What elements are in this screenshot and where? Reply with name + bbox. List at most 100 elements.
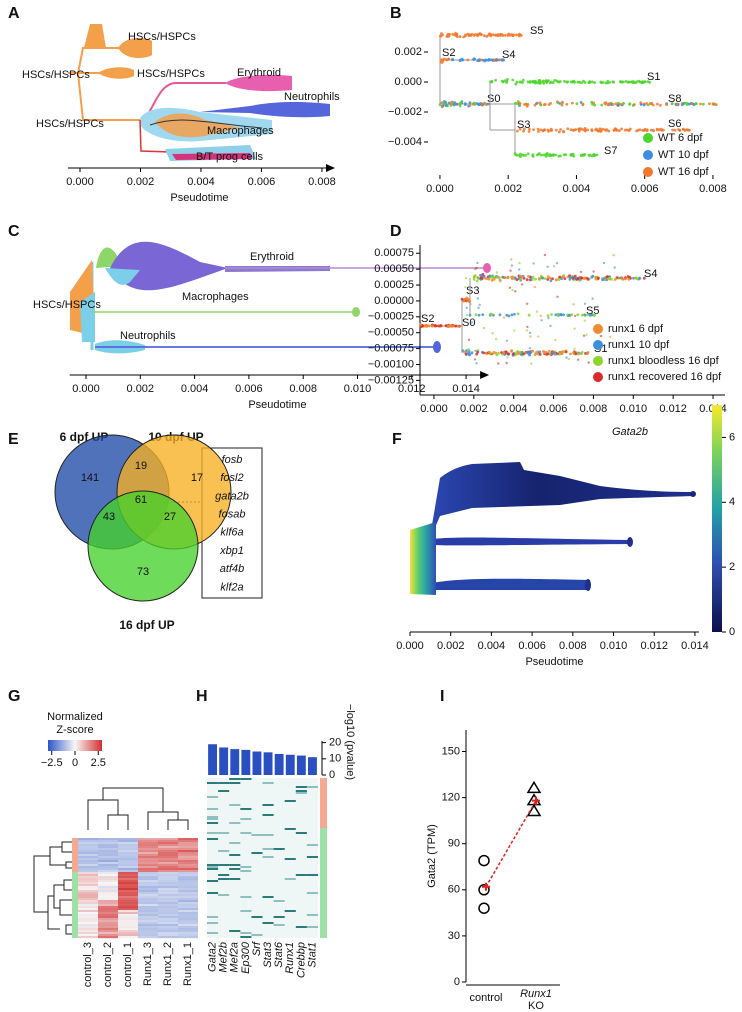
cell-dot [514, 352, 518, 356]
branch-label: S8 [668, 93, 681, 105]
cell-dot [456, 325, 460, 328]
cell-dot [449, 102, 453, 106]
cell-dot [561, 350, 564, 353]
cell-dot [545, 81, 549, 84]
x-tick-label: 0.000 [426, 183, 454, 195]
heatmap-cell [178, 890, 198, 893]
cell-dot [430, 324, 434, 328]
x-tick-label: 0.006 [248, 176, 276, 188]
heatmap-cell [118, 856, 138, 859]
cell-dot [623, 128, 627, 132]
cell-dot [586, 351, 590, 354]
cell-dot [555, 262, 559, 265]
cell-dot [506, 78, 509, 81]
heatmap-cell [207, 796, 219, 798]
gene-label: xbp1 [219, 545, 244, 557]
heatmap-cell [138, 880, 158, 883]
heatmap-cell [178, 868, 198, 871]
cell-dot [491, 275, 495, 279]
x-tick-label: 0.008 [699, 183, 727, 195]
cell-dot [563, 277, 567, 280]
heatmap-cell [78, 876, 98, 879]
heatmap-cell [262, 922, 274, 924]
cell-dot [607, 102, 611, 106]
cell-dot [549, 352, 552, 356]
heatmap-cell [98, 912, 118, 915]
x-tick-label: 0.004 [478, 640, 506, 652]
heatmap-cell [98, 890, 118, 893]
y-tick-label: 150 [442, 745, 460, 757]
cell-dot [542, 350, 546, 354]
cell-dot [569, 352, 572, 356]
cell-dot [650, 102, 653, 105]
heatmap-cell [262, 896, 274, 898]
heatmap-cell [118, 884, 138, 887]
cell-dot [501, 80, 505, 84]
heatmap-cell [158, 868, 178, 871]
branch-label: S4 [644, 268, 657, 280]
heatmap-cell [178, 908, 198, 911]
heatmap-cell [118, 930, 138, 933]
x-axis-label: Pseudotime [170, 192, 228, 204]
cell-dot [557, 278, 561, 281]
cell-dot [593, 153, 597, 157]
cell-dot [464, 276, 468, 280]
heatmap-cell [229, 864, 241, 866]
cell-dot [554, 313, 558, 317]
cell-dot [560, 277, 563, 281]
cell-dot [434, 324, 438, 328]
cell-dot [517, 101, 521, 105]
y-tick-label: 120 [442, 792, 460, 804]
cell-dot [497, 362, 500, 365]
heatmap-cell [158, 854, 178, 857]
cell-dot [468, 299, 471, 302]
heatmap-cell [118, 902, 138, 905]
cell-dot [519, 152, 522, 156]
heatmap-cell [78, 874, 98, 877]
heatmap-cell [78, 904, 98, 907]
legend-label: runx1 10 dpf [608, 339, 670, 351]
cell-dot [511, 288, 514, 292]
heatmap-cell [178, 846, 198, 849]
heatmap-cell [273, 916, 285, 918]
annotation: Macrophages [207, 125, 274, 137]
cell-dot [549, 279, 553, 283]
heatmap-cell [158, 904, 178, 907]
legend-label: runx1 recovered 16 dpf [608, 371, 722, 383]
heatmap-cell [158, 896, 178, 899]
heatmap-cell [138, 846, 158, 849]
legend-marker [593, 340, 603, 350]
heatmap-cell [207, 866, 219, 868]
point [478, 854, 490, 867]
heatmap-cell [306, 914, 318, 916]
cell-dot [571, 277, 575, 280]
cell-dot [479, 276, 483, 280]
cell-dot [553, 79, 556, 82]
branch-label: S1 [647, 71, 660, 83]
cell-dot [605, 128, 609, 132]
annotation: Neutrophils [120, 330, 176, 342]
heatmap-cell [138, 930, 158, 933]
heatmap-cell [98, 906, 118, 909]
heatmap-cell [138, 858, 158, 861]
heatmap-cell [138, 908, 158, 911]
heatmap-cell [138, 874, 158, 877]
cell-dot [526, 351, 529, 354]
heatmap-cell [78, 922, 98, 925]
heatmap-cell [118, 904, 138, 907]
gene-label: Mef2b [218, 942, 230, 973]
cell-dot [503, 79, 507, 82]
cell-dot [583, 319, 586, 322]
bar [230, 749, 240, 775]
cell-dot [526, 80, 530, 84]
cell-dot [509, 269, 512, 272]
heatmap-cell [118, 934, 138, 937]
x-tick-label: 0.008 [289, 383, 317, 395]
cell-dot [478, 303, 481, 306]
x-tick-label: 0.004 [563, 183, 591, 195]
colorbar-tick-label: 2.5 [91, 757, 106, 769]
cell-dot [482, 351, 486, 355]
heatmap-cell [251, 934, 263, 936]
cell-dot [532, 262, 535, 265]
column-label: control_1 [122, 942, 134, 987]
